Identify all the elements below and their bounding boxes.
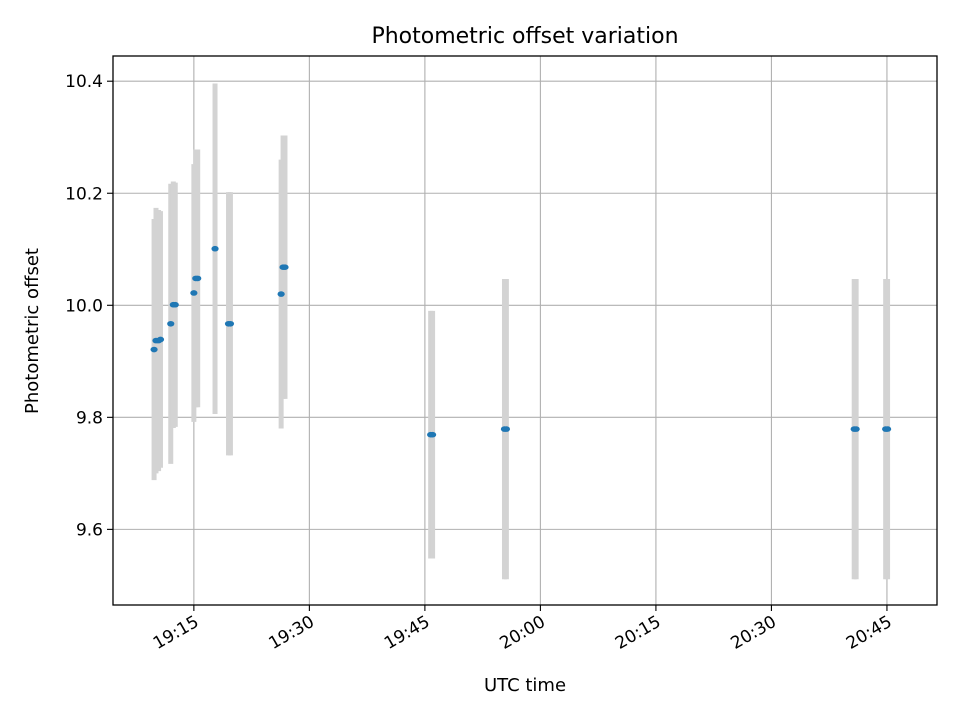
data-point — [211, 245, 219, 252]
data-point — [502, 426, 510, 432]
data-point — [171, 301, 179, 308]
data-point — [194, 275, 202, 282]
plot-frame — [112, 55, 938, 606]
data-point — [852, 426, 860, 432]
data-point — [150, 346, 158, 353]
data-point — [883, 426, 892, 432]
y-tick-label: 9.6 — [76, 520, 103, 540]
y-tick-label: 10.0 — [65, 296, 103, 316]
data-point — [156, 336, 165, 343]
y-tick-label: 10.2 — [65, 184, 103, 204]
data-point — [277, 291, 285, 297]
y-axis-label: Photometric offset — [22, 248, 43, 414]
x-axis-label: UTC time — [484, 675, 566, 696]
y-tick-label: 10.4 — [65, 72, 103, 92]
data-point — [428, 431, 437, 438]
data-point — [190, 290, 198, 296]
y-tick-label: 9.8 — [76, 408, 103, 428]
chart-title: Photometric offset variation — [371, 24, 678, 49]
data-point — [167, 320, 175, 327]
data-points — [150, 245, 892, 438]
data-point — [281, 264, 289, 270]
data-point — [226, 320, 235, 327]
